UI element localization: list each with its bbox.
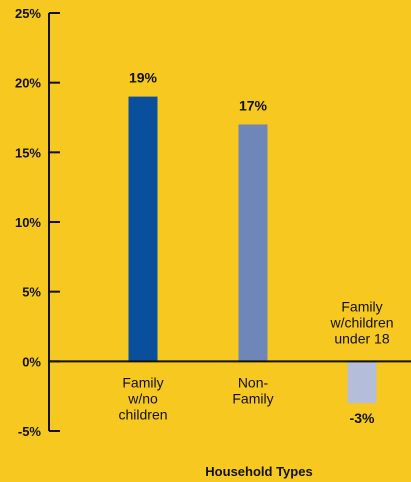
y-axis: 25% 20% 15% 10% 5% 0% -5% [15, 6, 60, 439]
data-label: -3% [350, 410, 375, 426]
data-label: 19% [129, 70, 158, 86]
bar [128, 96, 158, 362]
x-axis-label: Household Types [205, 464, 312, 479]
category-label-line: Non- [238, 374, 269, 390]
y-tick-label: -5% [18, 424, 42, 439]
y-tick-label: 0% [22, 354, 41, 369]
y-tick-label: 10% [15, 215, 41, 230]
y-tick-label: 15% [15, 145, 41, 160]
y-tick-label: 5% [22, 285, 41, 300]
category-label: Family w/no children [118, 374, 167, 422]
category-label: Non-Family [232, 374, 273, 406]
category-label-line: under 18 [334, 330, 389, 346]
category-label-line: w/no [127, 390, 158, 406]
category-label-line: Family [122, 374, 163, 390]
y-tick-label: 20% [15, 76, 41, 91]
data-label: 17% [239, 97, 268, 113]
data-labels: 19% 17% -3% [129, 70, 375, 427]
bar [238, 124, 268, 362]
category-label-line: children [118, 406, 167, 422]
y-tick-label: 25% [15, 6, 41, 21]
bar [347, 361, 377, 404]
category-label: Family w/children under 18 [329, 298, 393, 346]
category-label-line: Family [232, 390, 273, 406]
bars [128, 96, 377, 404]
category-label-line: w/children [329, 314, 393, 330]
category-label-line: Family [341, 298, 382, 314]
